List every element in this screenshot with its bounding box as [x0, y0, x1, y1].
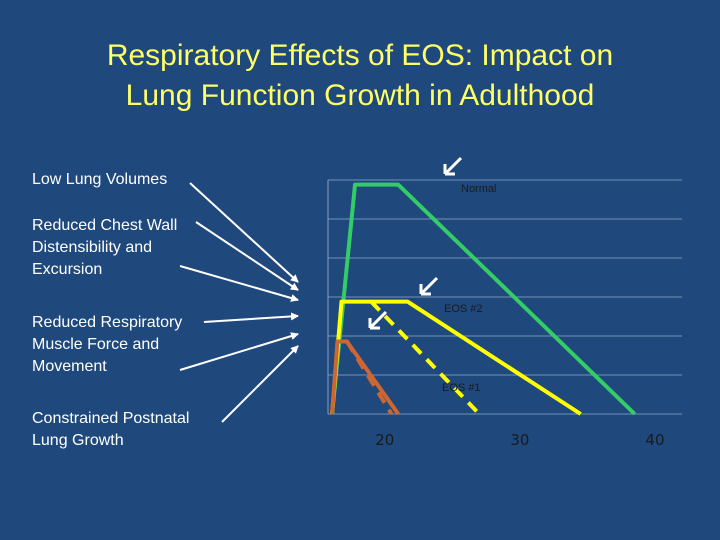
series-line-normal — [330, 182, 637, 416]
x-tick-label: 40 — [645, 431, 664, 449]
factor-text-line: Muscle Force and — [32, 336, 160, 353]
arrow-respiratory-muscle-2 — [179, 332, 299, 371]
series-line-eos-2 — [330, 299, 582, 416]
pointer-eos2 — [419, 276, 439, 296]
gridlines — [328, 179, 682, 415]
x-tick-label: 30 — [510, 431, 529, 449]
x-tick-labels: 20 30 40 — [375, 431, 664, 449]
factor-chest-wall: Reduced Chest Wall Distensibility and Ex… — [32, 215, 177, 281]
arrow-respiratory-muscle-1 — [203, 312, 299, 323]
slide-title-line-2: Lung Function Growth in Adulthood — [125, 79, 595, 112]
arrow-chest-wall-2 — [179, 265, 299, 302]
factor-arrows — [179, 182, 299, 423]
series-line-eos-1-dashed — [345, 340, 394, 416]
plateau-pointers — [368, 156, 463, 330]
series-line-eos-2-dashed — [369, 300, 481, 416]
factor-respiratory-muscle: Reduced Respiratory Muscle Force and Mov… — [32, 312, 182, 378]
factor-text-line: Reduced Chest Wall — [32, 217, 178, 234]
arrow-postnatal-growth — [221, 345, 299, 423]
x-tick-label: 20 — [375, 431, 394, 449]
factor-text-line: Excursion — [32, 261, 103, 278]
pointer-eos1 — [368, 310, 388, 330]
factor-text-line: Lung Growth — [32, 432, 124, 449]
series-label-eos-2: EOS #2 — [444, 303, 483, 315]
factor-text-line: Constrained Postnatal — [32, 410, 190, 427]
factor-text-line: Movement — [32, 358, 107, 375]
factor-low-lung-volumes: Low Lung Volumes — [32, 169, 167, 191]
series-label-eos-1: EOS #1 — [442, 382, 481, 394]
arrow-low-lung-volumes — [189, 182, 299, 283]
factor-text-line: Reduced Respiratory — [32, 314, 183, 331]
factor-text-line: Distensibility and — [32, 239, 153, 256]
slide-title-line-1: Respiratory Effects of EOS: Impact on — [106, 39, 614, 72]
series-label-normal: Normal — [461, 183, 496, 195]
series-layer — [330, 182, 637, 416]
arrow-chest-wall-1 — [195, 221, 299, 291]
series-annotations: Normal EOS #2 EOS #1 — [442, 183, 496, 394]
series-line-eos-1 — [330, 339, 400, 416]
factor-text-line: Low Lung Volumes — [32, 171, 168, 188]
pointer-normal — [443, 156, 463, 176]
slide-title: Respiratory Effects of EOS: Impact on Lu… — [20, 36, 700, 116]
factor-postnatal-growth: Constrained Postnatal Lung Growth — [32, 408, 189, 452]
